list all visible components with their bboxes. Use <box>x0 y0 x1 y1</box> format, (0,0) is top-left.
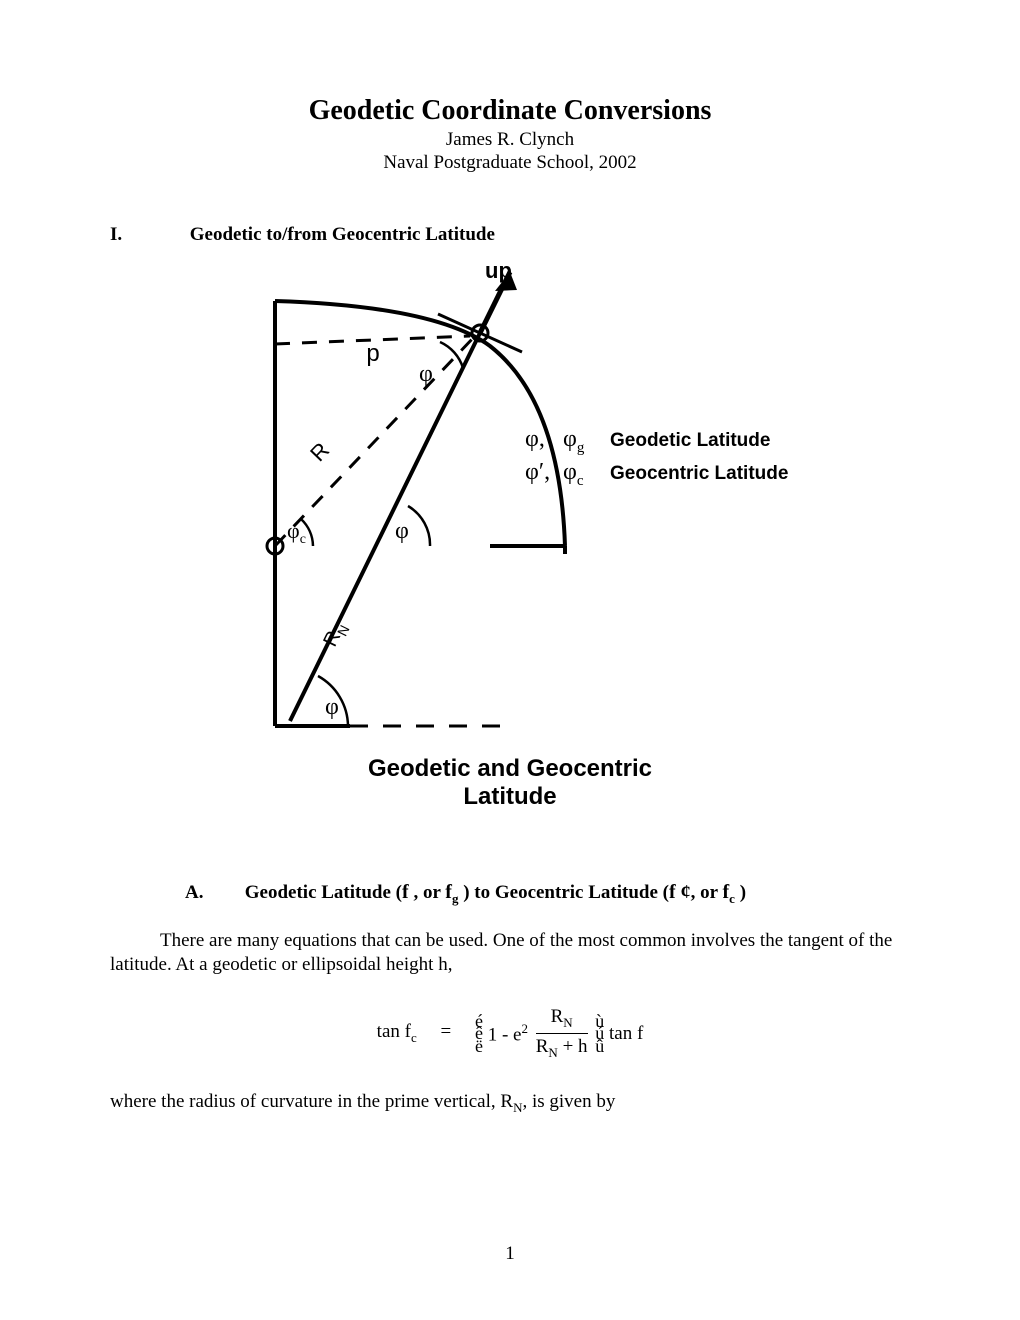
page-number: 1 <box>0 1243 1020 1265</box>
eq-num-R-sub: N <box>563 1015 572 1030</box>
eq-den-R: R <box>536 1036 549 1057</box>
section-text: Geodetic to/from Geocentric Latitude <box>190 224 495 246</box>
svg-text:φ: φ <box>419 361 433 387</box>
eq-den-R-sub: N <box>548 1045 557 1060</box>
subsection-or2: , or <box>691 882 723 903</box>
section-heading: I. Geodetic to/from Geocentric Latitude <box>110 224 910 246</box>
svg-text:Geodetic Latitude: Geodetic Latitude <box>610 430 770 451</box>
figure-caption: Geodetic and Geocentric Latitude <box>215 755 805 811</box>
eq-den-plus-h: + h <box>558 1036 588 1057</box>
institution-name: Naval Postgraduate School, 2002 <box>110 152 910 174</box>
symbol-f1: f <box>402 881 409 903</box>
svg-text:Geocentric Latitude: Geocentric Latitude <box>610 463 788 484</box>
svg-text:φ: φ <box>325 694 339 720</box>
svg-text:φc: φc <box>563 459 584 489</box>
svg-text:φ,: φ, <box>525 426 545 452</box>
eq-one-minus-e: 1 - e <box>488 1024 522 1045</box>
geodetic-diagram: up p R RN φ φ φc φ φ, φg <box>215 266 805 811</box>
svg-text:φg: φg <box>563 426 585 456</box>
subsection-or1: , or <box>409 882 446 903</box>
subsection-heading: A. Geodetic Latitude (f , or fg ) to Geo… <box>185 881 910 907</box>
equation-tangent: tan fc = é ê ë 1 - e2 RN RN + h ù ú û ta… <box>110 1006 910 1061</box>
eq-rbracket-bot: û <box>595 1040 604 1053</box>
svg-text:R: R <box>305 437 334 466</box>
follow-after: , is given by <box>522 1091 615 1112</box>
eq-tan-rhs: tan <box>609 1023 632 1044</box>
eq-f-rhs: f <box>637 1023 643 1044</box>
geodetic-svg-icon: up p R RN φ φ φc φ φ, φg <box>215 266 805 746</box>
page-title: Geodetic Coordinate Conversions <box>110 95 910 127</box>
eq-fc-sub: c <box>411 1030 417 1045</box>
figure-caption-line2: Latitude <box>215 783 805 811</box>
svg-text:p: p <box>366 340 379 367</box>
figure-caption-line1: Geodetic and Geocentric <box>215 755 805 783</box>
follow-text: where the radius of curvature in the pri… <box>110 1091 910 1116</box>
eq-lbracket-bot: ë <box>475 1040 483 1053</box>
subsection-text-1: Geodetic Latitude ( <box>245 882 402 903</box>
section-number: I. <box>110 224 185 246</box>
eq-tan-lhs: tan <box>377 1021 400 1042</box>
body-paragraph: There are many equations that can be use… <box>110 929 910 977</box>
eq-num-R: R <box>551 1006 564 1027</box>
symbol-fg: f <box>445 881 452 903</box>
svg-text:up: up <box>485 266 512 283</box>
eq-equals: = <box>441 1021 452 1042</box>
subsection-to: ) to Geocentric Latitude ( <box>458 882 669 903</box>
svg-text:φ: φ <box>395 518 409 544</box>
author-name: James R. Clynch <box>110 129 910 151</box>
eq-e-sup: 2 <box>521 1021 528 1036</box>
figure-container: up p R RN φ φ φc φ φ, φg <box>110 266 910 811</box>
svg-text:φ′,: φ′, <box>525 459 550 485</box>
subsection-end: ) <box>735 882 746 903</box>
subsection-letter: A. <box>185 882 240 904</box>
follow-before: where the radius of curvature in the pri… <box>110 1091 513 1112</box>
symbol-fprime: f ¢ <box>669 881 691 903</box>
